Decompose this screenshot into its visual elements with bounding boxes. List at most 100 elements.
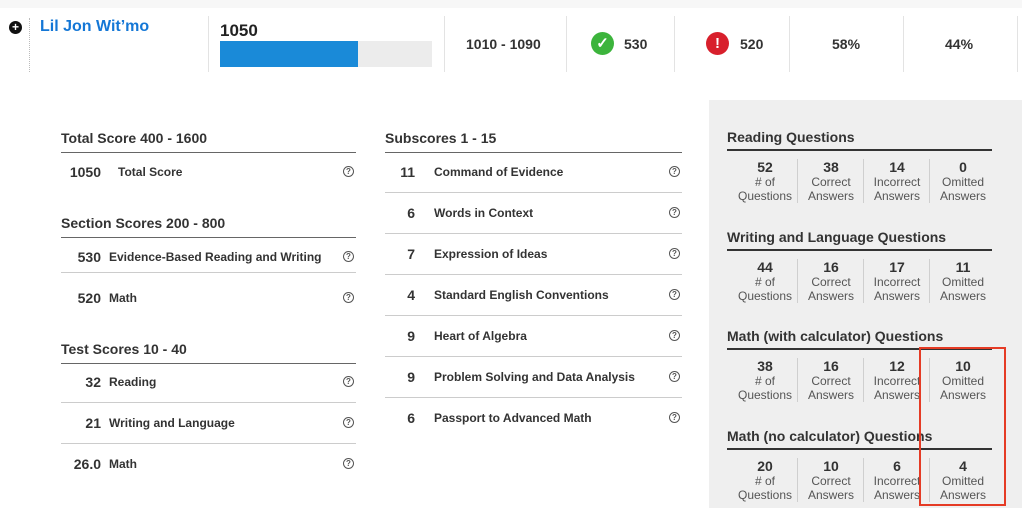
score-bar-fill [220,41,358,67]
stat-value: 38 [823,159,839,175]
panel-rule [727,248,992,251]
divider [903,16,904,72]
question-stat: 44 # of Questions [732,259,798,303]
panel-rule [727,149,992,151]
stat-label-line1: Incorrect [873,473,921,488]
question-circle-icon[interactable]: ? [343,166,354,177]
question-circle-icon[interactable]: ? [343,458,354,469]
score-label: Reading [109,375,157,389]
stat-label-line1: Omitted [941,274,984,289]
row-divider [385,192,682,193]
stat-value: 16 [823,258,839,275]
stat-label-line2: Answers [873,388,920,402]
stat-value: 6 [893,457,901,474]
divider [566,16,567,72]
row-divider [385,397,682,398]
row-divider [385,315,682,316]
stat-label-line2: Answers [807,487,854,502]
stat-value: 52 [757,159,773,175]
subscore-label: Problem Solving and Data Analysis [434,370,635,384]
stat-label-line1: # of [754,473,775,488]
stat-divider [797,159,798,203]
stat-divider [797,457,798,502]
stat-divider [929,258,930,303]
question-panel-title: Reading Questions [727,129,855,145]
row-divider [61,272,356,273]
stat-label-line1: Incorrect [873,274,921,289]
question-circle-icon[interactable]: ? [343,251,354,262]
question-circle-icon[interactable]: ? [669,289,680,300]
stat-value: 38 [757,358,773,374]
stat-value: 16 [823,358,839,374]
section-scores-heading: Section Scores 200 - 800 [61,215,356,238]
question-circle-icon[interactable]: ? [669,207,680,218]
question-panel-title: Math (no calculator) Questions [727,427,933,444]
stat-label-line2: Answers [807,288,854,303]
question-stat: 14 Incorrect Answers [864,159,930,203]
question-stat: 10 Omitted Answers [930,358,996,402]
row-divider [61,443,356,444]
subscore-value: 11 [400,164,415,180]
plus-circle-icon[interactable]: + [9,21,22,34]
stat-label-line1: Correct [811,175,851,189]
stat-value: 20 [757,457,773,474]
subscore-value: 4 [407,287,415,303]
stat-label-line2: Answers [873,487,920,502]
score-value: 530 [77,249,101,265]
stat-value: 11 [955,258,971,275]
stat-value: 0 [959,159,967,175]
highlight-box [919,347,1006,506]
percent-a: 58% [832,36,861,52]
stat-divider [797,358,798,402]
total-score-value: 1050 [220,21,258,40]
divider [208,16,209,72]
top-strip [0,0,1022,8]
subscore-value: 9 [407,369,415,385]
question-stat: 11 Omitted Answers [930,259,996,303]
subscore-label: Command of Evidence [434,165,564,179]
stat-label-line1: # of [754,274,775,289]
stat-label-line1: Correct [811,374,851,388]
stat-divider [863,258,864,303]
subscore-value: 6 [407,410,415,426]
panel-rule [727,348,992,350]
divider [29,18,30,72]
question-circle-icon[interactable]: ? [669,330,680,341]
check-circle-icon: ✓ [591,32,614,55]
test-scores-heading: Test Scores 10 - 40 [61,341,356,364]
subscore-label: Expression of Ideas [434,247,548,261]
stat-label-line2: Answers [939,388,986,402]
question-circle-icon[interactable]: ? [669,371,680,382]
stat-label-line2: Answers [873,189,920,203]
stat-label-line2: Answers [939,487,986,502]
student-name-link[interactable]: Lil Jon Wit’mo [40,18,150,35]
question-stat: 52 # of Questions [732,159,798,203]
stat-label-line1: Incorrect [873,374,921,388]
stat-label-line2: Questions [737,189,793,203]
stat-divider [863,457,864,502]
divider [674,16,675,72]
stat-label-line1: Omitted [941,175,984,189]
question-stat: 12 Incorrect Answers [864,358,930,402]
score-value: 1050 [69,164,101,180]
subscore-label: Words in Context [434,206,534,220]
subscore-label: Heart of Algebra [434,329,527,343]
question-stats-panel [709,100,1022,508]
question-circle-icon[interactable]: ? [669,248,680,259]
row-divider [385,274,682,275]
question-circle-icon[interactable]: ? [343,376,354,387]
stat-value: 4 [959,457,967,474]
stat-label-line2: Questions [737,487,793,502]
subscores-heading: Subscores 1 - 15 [385,130,682,153]
stat-value: 12 [889,358,905,374]
question-stat: 16 Correct Answers [798,358,864,402]
question-stat: 4 Omitted Answers [930,458,996,502]
stat-divider [929,457,930,502]
question-circle-icon[interactable]: ? [343,417,354,428]
question-circle-icon[interactable]: ? [669,166,680,177]
question-circle-icon[interactable]: ? [343,292,354,303]
subscore-value: 9 [407,328,415,344]
stat-label-line1: Correct [811,473,851,488]
stat-label-line2: Answers [939,288,986,303]
question-circle-icon[interactable]: ? [669,412,680,423]
